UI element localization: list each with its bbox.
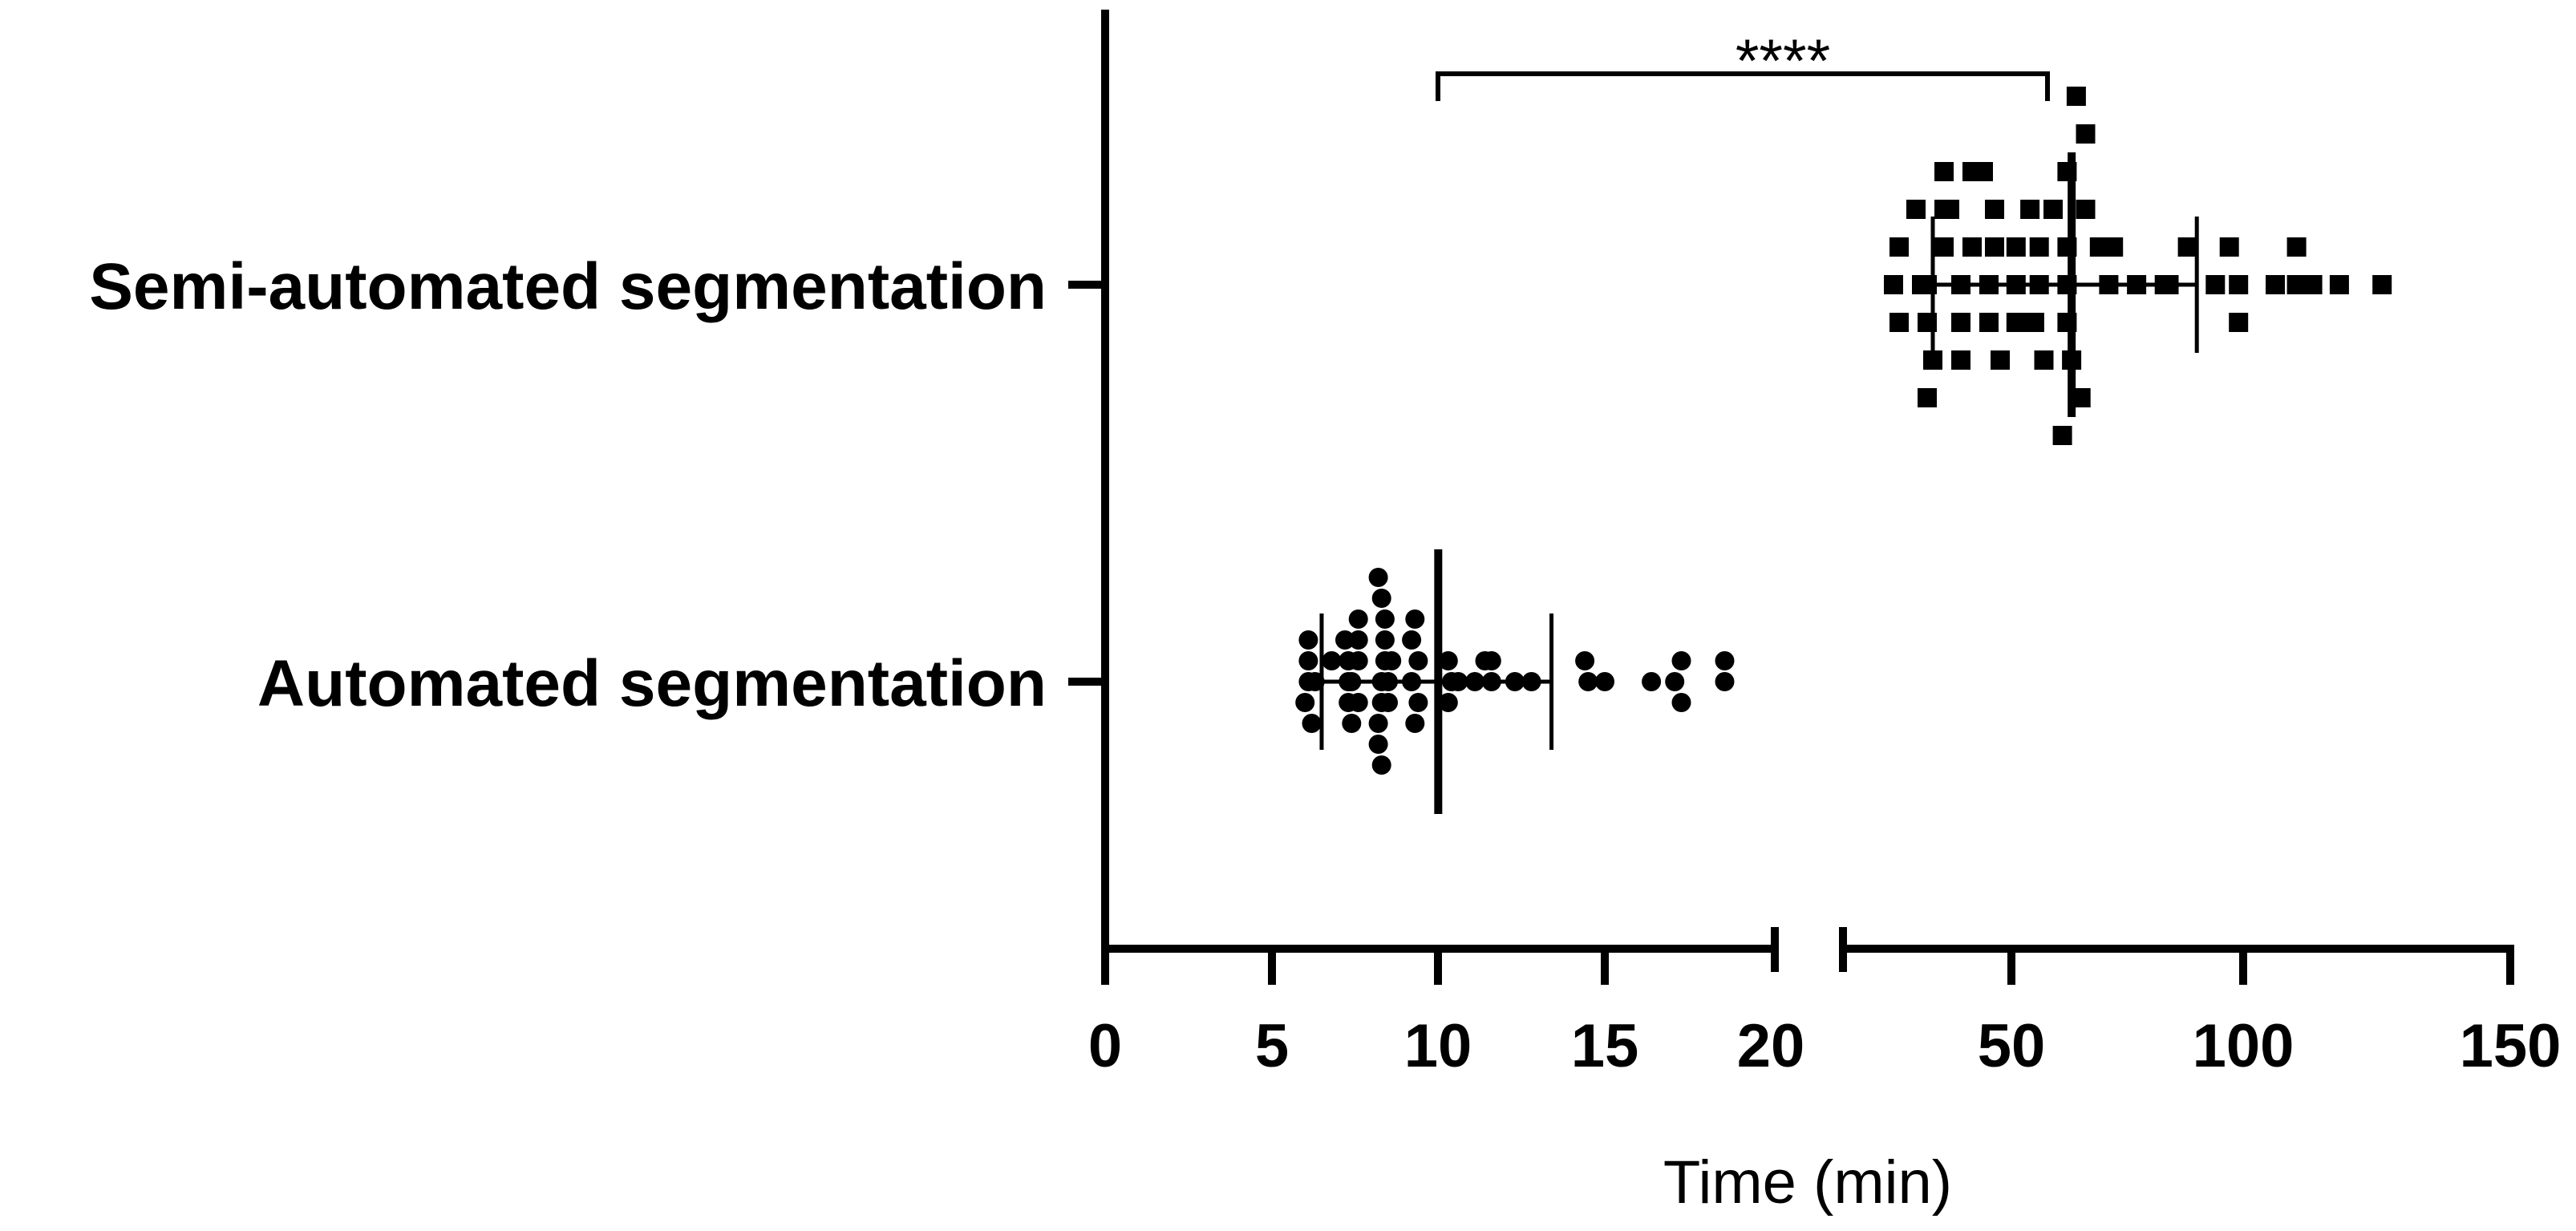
data-point-circle [1298, 651, 1318, 670]
data-point-square [2229, 313, 2249, 332]
data-point-square [1951, 313, 1970, 332]
x-tick-label: 0 [1088, 1012, 1122, 1080]
data-point-circle [1578, 672, 1598, 691]
data-point-square [1991, 350, 2010, 370]
data-point-circle [1408, 693, 1428, 712]
data-point-square [1934, 237, 1954, 257]
data-point-square [1889, 237, 1909, 257]
data-point-square [2020, 200, 2040, 219]
data-point-square [2104, 237, 2124, 257]
data-point-circle [1348, 651, 1368, 670]
data-point-circle [1402, 630, 1422, 650]
data-point-square [1985, 200, 2004, 219]
data-point-circle [1295, 693, 1315, 712]
x-tick-labels: 0 5 10 15 20 50 100 150 [1088, 1012, 2562, 1080]
data-point-square [2219, 237, 2239, 257]
data-point-circle [1342, 714, 1362, 733]
x-ticks [1101, 949, 2514, 985]
data-point-square [2052, 426, 2072, 445]
data-point-square [2043, 200, 2063, 219]
data-point-circle [1368, 735, 1388, 754]
data-point-circle [1348, 630, 1368, 650]
data-point-circle [1298, 630, 1318, 650]
data-point-circle [1408, 651, 1428, 670]
significance-bracket [1436, 71, 2050, 101]
data-point-square [1979, 313, 1999, 332]
data-point-circle [1371, 589, 1391, 608]
median-iqr-bars [1319, 152, 2199, 814]
data-point-square [1889, 313, 1909, 332]
data-point-circle [1368, 568, 1388, 587]
data-point-circle [1368, 714, 1388, 733]
data-point-square [2286, 237, 2307, 257]
x-tick-label: 50 [1978, 1012, 2046, 1080]
data-point-circle [1379, 693, 1398, 712]
data-point-circle [1405, 609, 1425, 629]
data-point-square [1934, 162, 1954, 181]
x-axis-title: Time (min) [1663, 1148, 1952, 1217]
data-point-square [2205, 275, 2226, 294]
data-point-circle [1438, 693, 1458, 712]
data-point-square [2329, 275, 2349, 294]
data-point-circle [1335, 630, 1355, 650]
data-point-square [2076, 200, 2096, 219]
data-point-square [2266, 275, 2285, 294]
data-point-square [1923, 350, 1942, 370]
category-label-semi-automated: Semi-automated segmentation [89, 250, 1047, 323]
x-tick-label: 10 [1404, 1012, 1472, 1080]
significance-label: **** [1736, 27, 1830, 95]
semi-automated-points [1884, 87, 2392, 445]
data-point-square [2066, 87, 2086, 106]
data-point-square [2034, 350, 2054, 370]
category-label-automated: Automated segmentation [257, 647, 1047, 720]
data-point-circle [1671, 651, 1691, 670]
data-point-square [2303, 275, 2323, 294]
data-point-circle [1371, 755, 1391, 775]
data-point-square [1884, 275, 1903, 294]
data-point-square [2076, 124, 2096, 144]
data-point-circle [1405, 714, 1425, 733]
data-point-square [1985, 237, 2004, 257]
data-point-circle [1642, 672, 1662, 691]
x-tick-label: 15 [1571, 1012, 1639, 1080]
data-point-circle [1438, 651, 1458, 670]
data-point-square [2024, 313, 2044, 332]
data-point-circle [1382, 651, 1402, 670]
x-tick-label: 100 [2193, 1012, 2295, 1080]
data-point-circle [1322, 651, 1342, 670]
data-point-circle [1302, 714, 1322, 733]
data-point-circle [1348, 693, 1368, 712]
data-point-circle [1665, 672, 1685, 691]
data-point-circle [1671, 693, 1691, 712]
data-point-square [1906, 200, 1926, 219]
data-point-square [1962, 237, 1982, 257]
data-point-circle [1715, 651, 1735, 670]
data-point-square [2029, 237, 2049, 257]
data-point-circle [1715, 672, 1735, 691]
data-point-square [1940, 200, 1959, 219]
data-point-square [1951, 350, 1970, 370]
data-point-square [2177, 237, 2197, 257]
data-point-square [2229, 275, 2249, 294]
data-point-circle [1575, 651, 1595, 670]
data-point-square [1974, 162, 1993, 181]
x-tick-label: 150 [2460, 1012, 2562, 1080]
data-point-circle [1595, 672, 1614, 691]
data-point-square [2006, 237, 2026, 257]
data-point-circle [1481, 651, 1501, 670]
data-point-circle [1375, 609, 1395, 629]
x-tick-label: 20 [1737, 1012, 1805, 1080]
x-tick-label: 5 [1255, 1012, 1289, 1080]
data-point-square [2372, 275, 2392, 294]
data-point-square [1918, 388, 1937, 407]
data-point-circle [1348, 609, 1368, 629]
data-point-circle [1375, 630, 1395, 650]
data-point-square [2006, 313, 2026, 332]
automated-points [1295, 568, 1735, 775]
